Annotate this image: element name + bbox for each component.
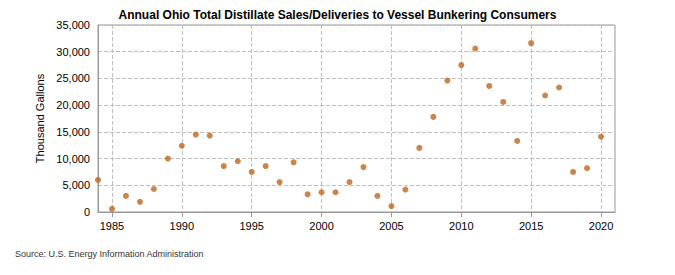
svg-text:15,000: 15,000 [56, 126, 90, 138]
svg-text:Source: U.S. Energy Informatio: Source: U.S. Energy Information Administ… [15, 249, 204, 259]
svg-text:35,000: 35,000 [56, 19, 90, 31]
svg-text:2015: 2015 [519, 220, 543, 232]
svg-text:20,000: 20,000 [56, 99, 90, 111]
svg-text:2010: 2010 [449, 220, 473, 232]
svg-text:1995: 1995 [239, 220, 263, 232]
svg-text:1985: 1985 [100, 220, 124, 232]
svg-text:Thousand Gallons: Thousand Gallons [34, 73, 46, 163]
svg-text:1990: 1990 [170, 220, 194, 232]
svg-text:0: 0 [84, 206, 90, 218]
svg-text:2020: 2020 [589, 220, 613, 232]
svg-text:5,000: 5,000 [62, 179, 90, 191]
svg-text:30,000: 30,000 [56, 46, 90, 58]
svg-text:2005: 2005 [379, 220, 403, 232]
svg-text:Annual Ohio Total Distillate S: Annual Ohio Total Distillate Sales/Deliv… [119, 8, 557, 22]
svg-text:2000: 2000 [309, 220, 333, 232]
svg-text:25,000: 25,000 [56, 72, 90, 84]
svg-text:10,000: 10,000 [56, 153, 90, 165]
